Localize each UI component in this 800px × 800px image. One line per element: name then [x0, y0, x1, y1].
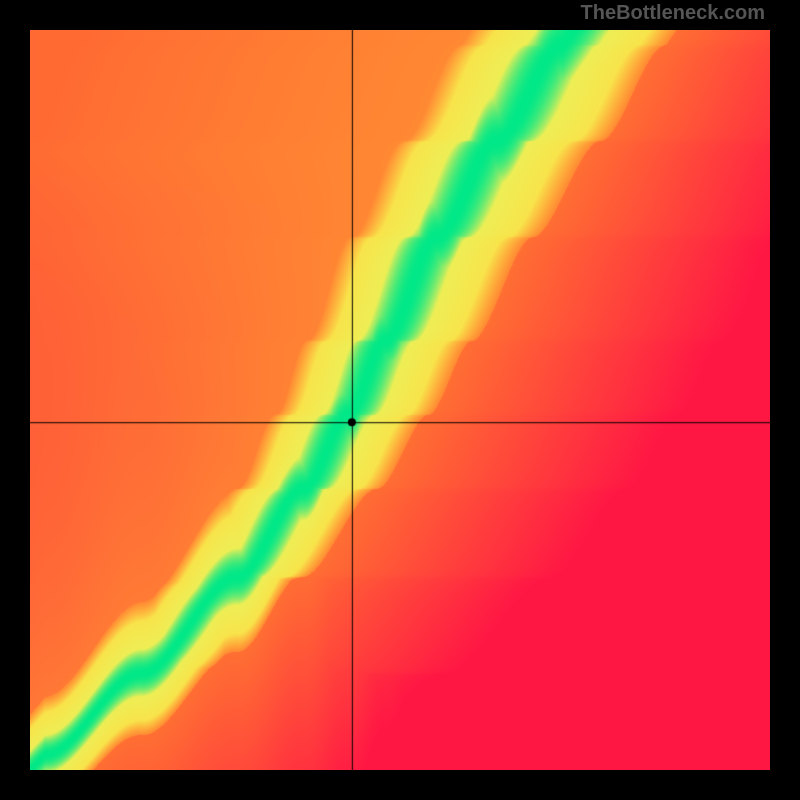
chart-container: TheBottleneck.com — [0, 0, 800, 800]
heatmap-canvas — [30, 30, 770, 770]
watermark-text: TheBottleneck.com — [581, 2, 765, 25]
